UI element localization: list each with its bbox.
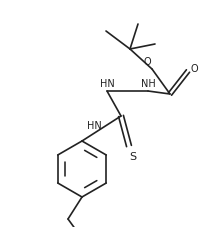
Text: O: O — [190, 64, 198, 74]
Text: HN: HN — [87, 121, 102, 131]
Text: NH: NH — [141, 79, 155, 89]
Text: HN: HN — [100, 79, 114, 89]
Text: O: O — [143, 57, 151, 67]
Text: S: S — [129, 151, 137, 161]
